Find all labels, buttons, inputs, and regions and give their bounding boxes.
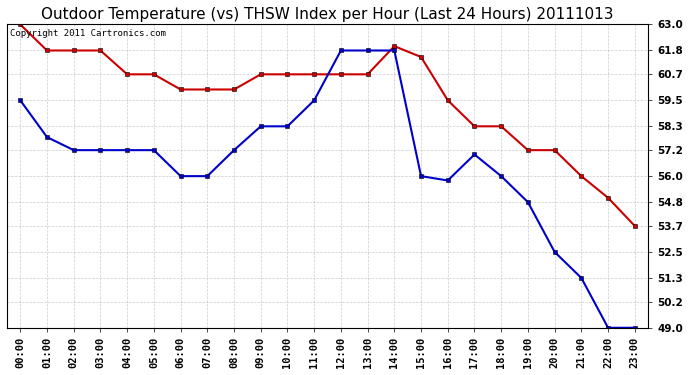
Title: Outdoor Temperature (vs) THSW Index per Hour (Last 24 Hours) 20111013: Outdoor Temperature (vs) THSW Index per …	[41, 7, 614, 22]
Text: Copyright 2011 Cartronics.com: Copyright 2011 Cartronics.com	[10, 29, 166, 38]
